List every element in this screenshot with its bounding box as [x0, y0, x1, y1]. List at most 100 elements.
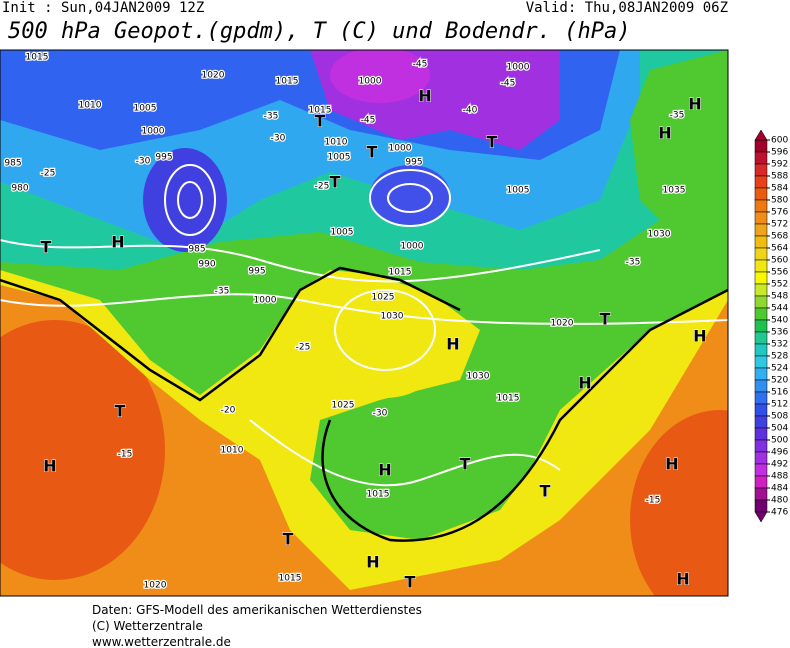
- contour-label: -15: [646, 496, 661, 506]
- colorbar-swatch: [754, 499, 768, 513]
- contour-label: 1030: [381, 312, 404, 322]
- contour-label: -30: [271, 134, 286, 144]
- contour-label: 1005: [134, 104, 157, 114]
- contour-label: -35: [264, 112, 279, 122]
- footer-source: Daten: GFS-Modell des amerikanischen Wet…: [92, 603, 422, 617]
- colorbar-tick-label: 588: [771, 172, 788, 182]
- map-title: 500 hPa Geopot.(gpdm), T (C) und Bodendr…: [8, 19, 631, 44]
- colorbar-arrow-top: [754, 129, 768, 141]
- colorbar-tick-label: 496: [771, 448, 788, 458]
- map: 1015 1020 1015 1000 -45 1000 -45 H 1010 1005 1015 T…: [0, 50, 728, 596]
- colorbar-tick-label: 552: [771, 280, 788, 290]
- footer-url: www.wetterzentrale.de: [92, 635, 231, 648]
- pressure-center: H: [111, 233, 124, 252]
- pressure-center: T: [330, 173, 341, 192]
- colorbar-swatch: [754, 163, 768, 177]
- colorbar-tick-label: 540: [771, 316, 788, 326]
- contour-label: -25: [296, 343, 311, 353]
- contour-label: 1000: [401, 242, 424, 252]
- colorbar-tick-label: 576: [771, 208, 788, 218]
- contour-label: 1000: [254, 296, 277, 306]
- colorbar-tick-label: 508: [771, 412, 788, 422]
- colorbar-tick-label: 536: [771, 328, 788, 338]
- contour-label: 1025: [332, 401, 355, 411]
- contour-label: 1020: [202, 71, 225, 81]
- colorbar-tick-label: 488: [771, 472, 788, 482]
- colorbar-swatch: [754, 295, 768, 309]
- footer-copyright: (C) Wetterzentrale: [92, 619, 203, 633]
- pressure-center: T: [283, 530, 294, 549]
- colorbar-swatch: [754, 403, 768, 417]
- colorbar-swatch: [754, 199, 768, 213]
- contour-label: -40: [463, 106, 478, 116]
- contour-label: 1015: [276, 77, 299, 87]
- colorbar-swatch: [754, 415, 768, 429]
- pressure-center: H: [418, 87, 431, 106]
- pressure-center: T: [367, 143, 378, 162]
- colorbar-swatch: [754, 235, 768, 249]
- contour-label: 1025: [372, 293, 395, 303]
- map-frame: [0, 49, 729, 597]
- colorbar-swatch: [754, 487, 768, 501]
- pressure-center: T: [600, 310, 611, 329]
- colorbar-swatch: [754, 307, 768, 321]
- colorbar-tick-label: 564: [771, 244, 788, 254]
- pressure-center: H: [446, 335, 459, 354]
- pressure-center: T: [315, 112, 326, 131]
- colorbar-tick-label: 504: [771, 424, 788, 434]
- colorbar-tick-label: 568: [771, 232, 788, 242]
- contour-label: -30: [136, 157, 151, 167]
- pressure-center: T: [115, 402, 126, 421]
- contour-label: 1015: [497, 394, 520, 404]
- colorbar-swatch: [754, 463, 768, 477]
- contour-label: 1010: [221, 446, 244, 456]
- contour-label: 1000: [142, 127, 165, 137]
- colorbar-swatch: [754, 247, 768, 261]
- contour-label: -45: [413, 60, 428, 70]
- colorbar-swatch: [754, 331, 768, 345]
- colorbar-swatch: [754, 391, 768, 405]
- colorbar-tick-label: 600: [771, 136, 788, 146]
- pressure-center: H: [43, 457, 56, 476]
- colorbar-swatch: [754, 343, 768, 357]
- colorbar-tick-label: 556: [771, 268, 788, 278]
- colorbar-swatch: [754, 259, 768, 273]
- contour-label: 980: [11, 184, 28, 194]
- colorbar-tick-label: 512: [771, 400, 788, 410]
- contour-label: 1020: [144, 581, 167, 591]
- colorbar-tick-label: 580: [771, 196, 788, 206]
- colorbar-swatch: [754, 451, 768, 465]
- contour-label: 1005: [328, 153, 351, 163]
- contour-label: 1015: [389, 268, 412, 278]
- colorbar-swatch: [754, 211, 768, 225]
- contour-label: 1005: [331, 228, 354, 238]
- contour-label: -35: [670, 111, 685, 121]
- contour-label: 1010: [325, 138, 348, 148]
- colorbar-tick-label: 476: [771, 508, 788, 518]
- colorbar-tick-label: 584: [771, 184, 788, 194]
- pressure-center: H: [688, 95, 701, 114]
- pressure-center: T: [460, 455, 471, 474]
- pressure-center: H: [693, 327, 706, 346]
- contour-label: -45: [501, 79, 516, 89]
- colorbar-arrow-bottom: [754, 511, 768, 523]
- pressure-center: H: [578, 374, 591, 393]
- colorbar-tick-label: 560: [771, 256, 788, 266]
- valid-time: Valid: Thu,08JAN2009 06Z: [526, 0, 728, 16]
- colorbar-tick-label: 528: [771, 352, 788, 362]
- colorbar-tick-label: 596: [771, 148, 788, 158]
- contour-label: -30: [373, 409, 388, 419]
- contour-label: 995: [155, 153, 172, 163]
- contour-label: 1015: [279, 574, 302, 584]
- colorbar-swatch: [754, 139, 768, 153]
- colorbar-tick-label: 532: [771, 340, 788, 350]
- contour-label: 985: [4, 159, 21, 169]
- colorbar-swatch: [754, 427, 768, 441]
- colorbar-tick-label: 516: [771, 388, 788, 398]
- pressure-center: T: [41, 238, 52, 257]
- pressure-center: H: [658, 124, 671, 143]
- colorbar-swatch: [754, 151, 768, 165]
- contour-label: -20: [221, 406, 236, 416]
- colorbar-tick-label: 548: [771, 292, 788, 302]
